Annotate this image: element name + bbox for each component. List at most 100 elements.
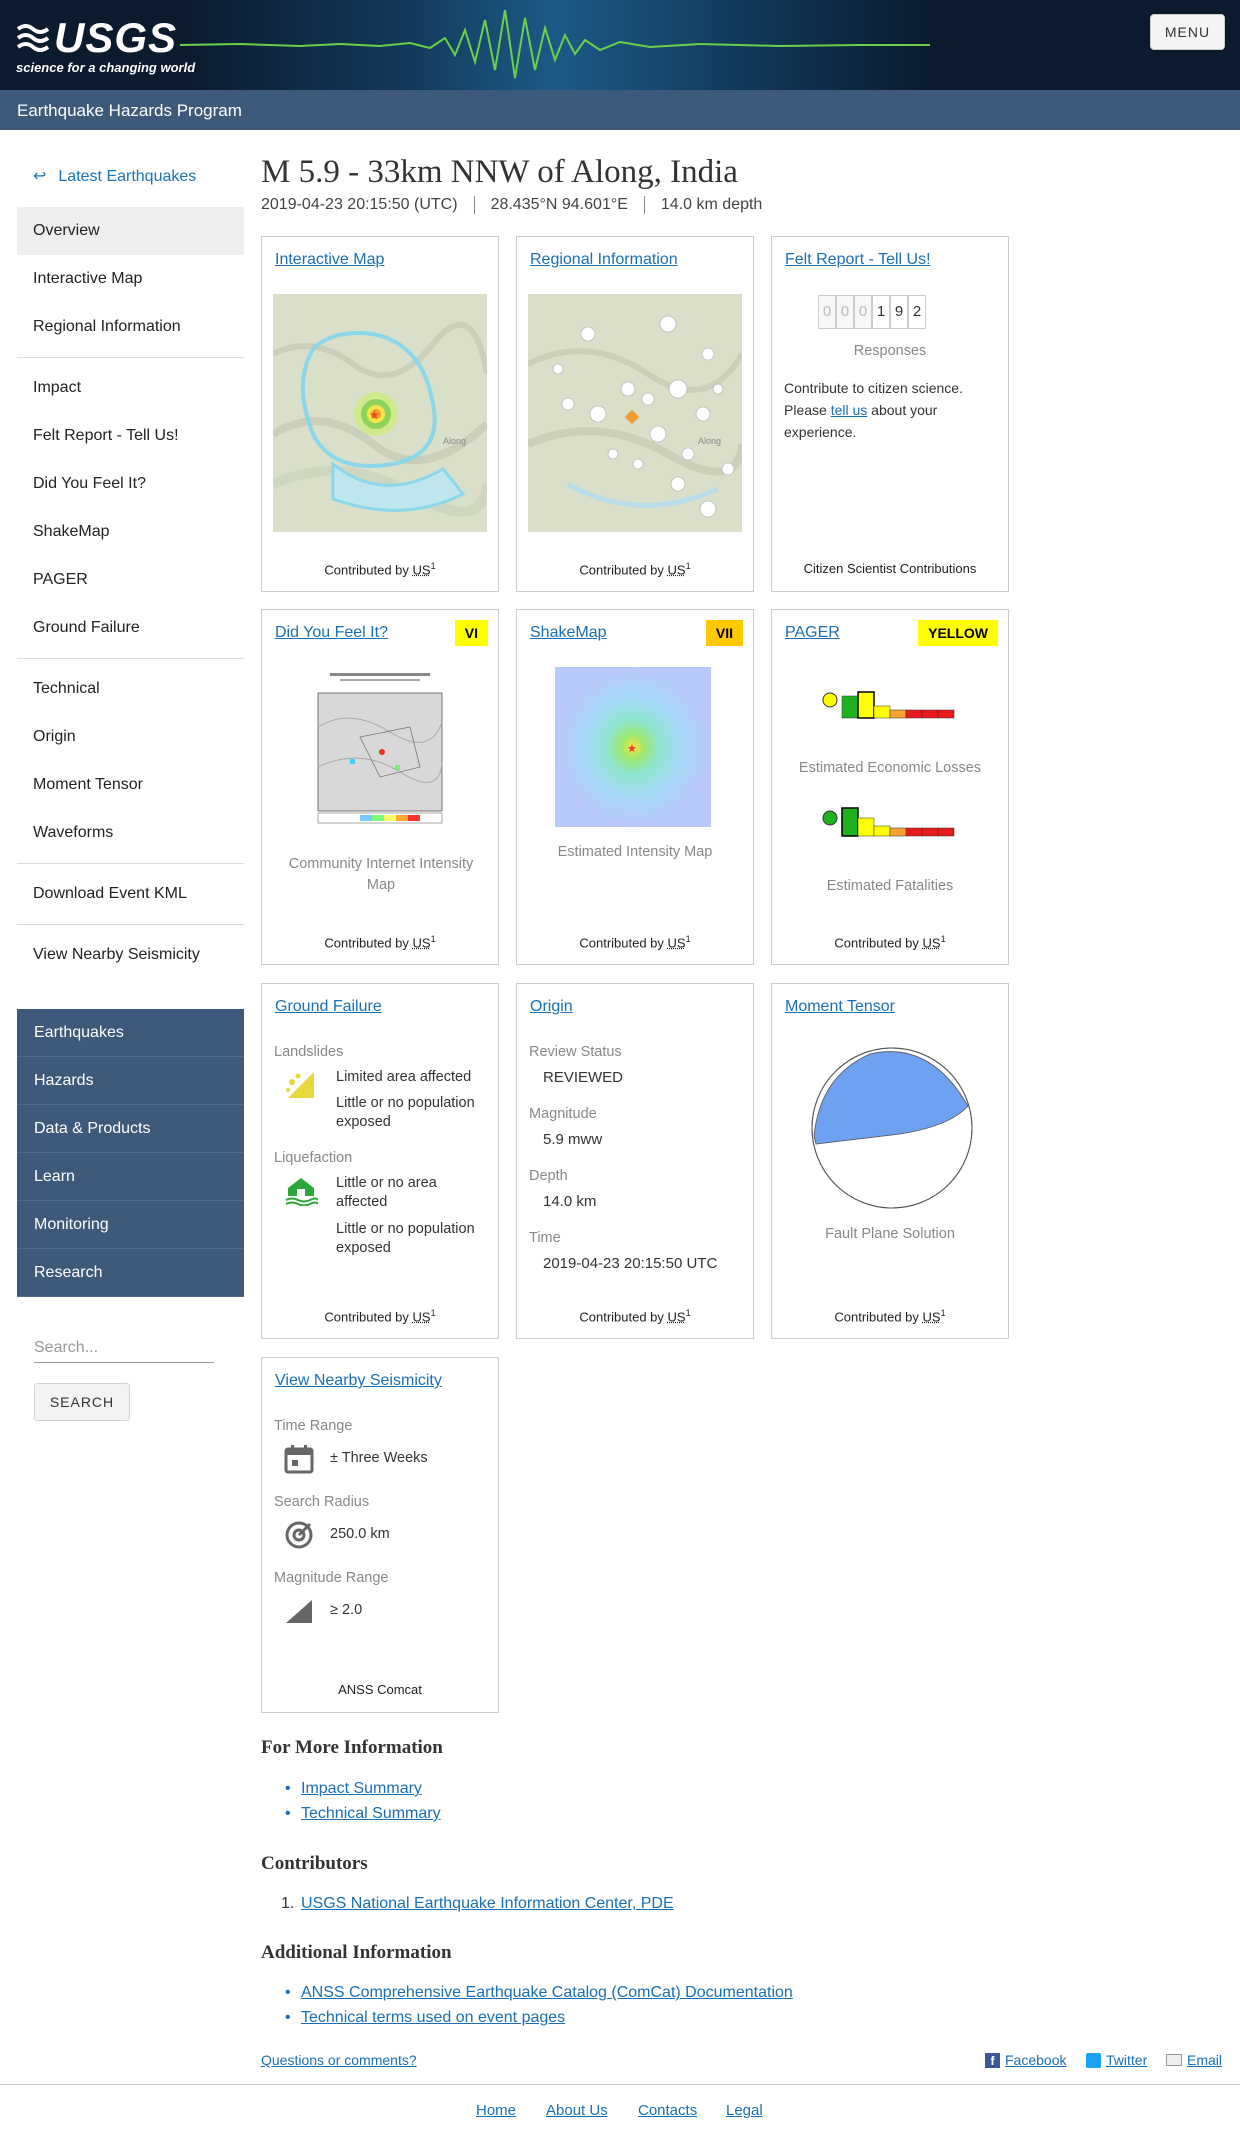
footer-home-link[interactable]: Home (476, 2102, 517, 2119)
contributor-link[interactable]: US (922, 935, 941, 951)
sidebar-item-pager[interactable]: PAGER (33, 571, 88, 588)
search-input[interactable]: Search... (34, 1335, 214, 1363)
impact-summary-link[interactable]: Impact Summary (301, 1780, 422, 1797)
contributor-neic-link[interactable]: USGS National Earthquake Information Cen… (301, 1895, 674, 1912)
citizen-science-label: Citizen Scientist Contributions (803, 561, 977, 576)
contributor-link[interactable]: US (412, 935, 431, 951)
comcat-documentation-link[interactable]: ANSS Comprehensive Earthquake Catalog (C… (301, 1984, 793, 2001)
back-arrow-icon: ↩ (33, 168, 47, 185)
regional-map-thumbnail[interactable]: Along (528, 294, 742, 532)
contributor-link[interactable]: US (412, 1309, 431, 1325)
magnitude-label: Magnitude (529, 1106, 597, 1122)
beachball-diagram[interactable] (810, 1046, 974, 1210)
sidebar-item-download-kml[interactable]: Download Event KML (33, 885, 187, 902)
card-title[interactable]: Regional Information (530, 251, 678, 268)
card-title[interactable]: Felt Report - Tell Us! (785, 251, 931, 268)
questions-link[interactable]: Questions or comments? (261, 2052, 417, 2068)
card-regional-information[interactable]: Regional Information Along Contributed b… (516, 236, 754, 592)
liquefaction-label: Liquefaction (274, 1150, 353, 1166)
footer-legal-link[interactable]: Legal (726, 2102, 763, 2119)
card-interactive-map[interactable]: Interactive Map ★ Along Contributed by U… (261, 236, 499, 592)
card-pager[interactable]: PAGER YELLOW Estimated Economic Losses E… (771, 609, 1009, 965)
economic-losses-histogram[interactable] (822, 686, 962, 736)
search-button[interactable]: SEARCH (34, 1383, 130, 1421)
card-origin[interactable]: Origin Review Status REVIEWED Magnitude … (516, 983, 754, 1339)
search-radius-value: 250.0 km (330, 1526, 390, 1542)
sidebar-item-shakemap[interactable]: ShakeMap (33, 523, 110, 540)
review-status-value: REVIEWED (543, 1069, 624, 1086)
card-title[interactable]: PAGER (785, 624, 840, 641)
sidebar-item-felt-report[interactable]: Felt Report - Tell Us! (33, 427, 179, 444)
card-title[interactable]: Moment Tensor (785, 998, 895, 1015)
usgs-logo[interactable]: USGS science for a changing world (16, 17, 195, 76)
sidebar-item-dyfi[interactable]: Did You Feel It? (33, 475, 146, 492)
sidebar-divider (17, 863, 244, 864)
sidebar-item-impact[interactable]: Impact (33, 379, 82, 396)
program-bar: Earthquake Hazards Program (0, 90, 1240, 130)
footer-contacts-link[interactable]: Contacts (638, 2102, 698, 2119)
program-title[interactable]: Earthquake Hazards Program (17, 101, 242, 120)
svg-text:Along: Along (698, 436, 721, 446)
nav-data-products[interactable]: Data & Products (17, 1105, 244, 1153)
share-email[interactable]: Email (1166, 2052, 1222, 2068)
svg-text:★: ★ (627, 743, 637, 755)
sidebar-item-ground-failure[interactable]: Ground Failure (33, 619, 140, 636)
contributor-link[interactable]: US (412, 562, 431, 578)
sidebar-item-origin[interactable]: Origin (33, 728, 76, 745)
technical-summary-link[interactable]: Technical Summary (301, 1805, 441, 1822)
shakemap-thumbnail[interactable]: ★ (555, 667, 711, 827)
card-ground-failure[interactable]: Ground Failure Landslides Limited area a… (261, 983, 499, 1339)
contributor-link[interactable]: US (922, 1309, 941, 1325)
list-number: 1. (281, 1895, 295, 1912)
event-header: M 5.9 - 33km NNW of Along, India 2019-04… (261, 150, 1221, 214)
sidebar-item-regional-information[interactable]: Regional Information (33, 318, 181, 335)
counter-digit: 2 (908, 295, 926, 329)
sidebar-item-waveforms[interactable]: Waveforms (33, 824, 114, 841)
nav-learn[interactable]: Learn (17, 1153, 244, 1201)
share-facebook[interactable]: f Facebook (985, 2052, 1066, 2068)
nav-hazards[interactable]: Hazards (17, 1057, 244, 1105)
fatalities-histogram[interactable] (822, 802, 962, 854)
sidebar-item-interactive-map[interactable]: Interactive Map (33, 270, 143, 287)
contributed-by: Contributed by US1 (579, 1308, 691, 1325)
nav-earthquakes[interactable]: Earthquakes (17, 1009, 244, 1057)
sidebar-item-overview[interactable]: Overview (17, 207, 244, 255)
interactive-map-thumbnail[interactable]: ★ Along (273, 294, 487, 532)
sidebar-item-technical[interactable]: Technical (33, 680, 100, 697)
back-link[interactable]: ↩ Latest Earthquakes (17, 157, 244, 197)
card-title[interactable]: Ground Failure (275, 998, 382, 1015)
footer-about-link[interactable]: About Us (546, 2102, 608, 2119)
contributor-link[interactable]: US (667, 562, 686, 578)
svg-text:★: ★ (369, 408, 380, 422)
magnitude-icon (286, 1600, 312, 1623)
card-shakemap[interactable]: ShakeMap VII ★ Estimated Intensity Map C… (516, 609, 754, 965)
card-title[interactable]: Did You Feel It? (275, 624, 388, 641)
nav-research[interactable]: Research (17, 1249, 244, 1297)
sidebar-item-nearby-seismicity[interactable]: View Nearby Seismicity (33, 946, 200, 963)
card-title[interactable]: Origin (530, 998, 573, 1015)
card-nearby-seismicity[interactable]: View Nearby Seismicity Time Range ± Thre… (261, 1357, 499, 1713)
tell-us-link[interactable]: tell us (830, 402, 868, 418)
card-title[interactable]: View Nearby Seismicity (275, 1372, 442, 1389)
card-title[interactable]: ShakeMap (530, 624, 607, 641)
contributed-by: Contributed by US1 (324, 561, 436, 578)
sidebar-item-moment-tensor[interactable]: Moment Tensor (33, 776, 143, 793)
technical-terms-link[interactable]: Technical terms used on event pages (301, 2009, 566, 2026)
facebook-icon: f (985, 2052, 1000, 2068)
contributor-link[interactable]: US (667, 935, 686, 951)
share-twitter[interactable]: Twitter (1086, 2052, 1147, 2068)
card-moment-tensor[interactable]: Moment Tensor Fault Plane Solution Contr… (771, 983, 1009, 1339)
counter-digit: 1 (872, 295, 890, 329)
seismogram-graphic (180, 9, 930, 79)
contributor-link[interactable]: US (667, 1309, 686, 1325)
card-dyfi[interactable]: Did You Feel It? VI Community Internet I… (261, 609, 499, 965)
contributors-heading: Contributors (261, 1853, 368, 1874)
landslide-area: Limited area affected (336, 1069, 472, 1085)
nav-monitoring[interactable]: Monitoring (17, 1201, 244, 1249)
dyfi-map-thumbnail[interactable] (300, 667, 460, 835)
card-title[interactable]: Interactive Map (275, 251, 385, 268)
card-felt-report[interactable]: Felt Report - Tell Us! 0 0 0 1 9 2 Respo… (771, 236, 1009, 592)
usgs-wave-logo-icon (16, 21, 50, 55)
menu-button[interactable]: MENU (1150, 14, 1225, 50)
back-link-label: Latest Earthquakes (58, 168, 197, 185)
